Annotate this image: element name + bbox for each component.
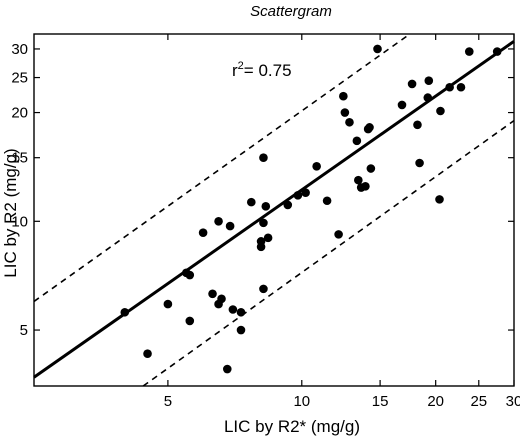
r-squared-annotation: r2= 0.75 [232,60,292,80]
y-axis-ticks: 5 10 15 20 25 30 [11,41,514,339]
y-tick-label: 15 [11,150,28,167]
x-tick-label: 25 [470,393,487,410]
data-point [198,228,208,237]
data-point [339,91,348,101]
data-point [345,117,354,127]
data-point [407,79,417,89]
data-point [435,195,444,204]
data-point [397,100,407,110]
data-point [464,47,474,56]
data-point [263,233,273,243]
data-point [361,181,370,191]
y-tick-label: 30 [11,41,28,58]
x-tick-label: 5 [164,393,172,410]
data-point [413,120,422,130]
data-point [436,106,445,116]
data-point [120,307,130,317]
data-point [259,218,268,228]
data-point [236,325,246,335]
data-point [236,307,246,317]
data-point [228,305,238,314]
data-point [185,316,195,326]
x-axis-label: LIC by R2* (mg/g) [224,417,360,436]
data-point [259,284,268,294]
data-point [217,294,226,304]
data-point [293,191,303,200]
data-point [424,76,434,86]
y-tick-label: 20 [11,105,28,122]
data-point [373,44,382,54]
r-squared-exponent: 2 [238,60,244,72]
data-point [301,188,310,198]
y-axis-label: LIC by R2 (mg/g) [1,148,20,277]
lower-confidence-line [142,119,515,387]
data-point [259,153,268,162]
plot-frame [33,33,515,387]
y-tick-label: 10 [11,213,28,230]
r-squared-symbol: r [232,61,238,80]
data-point [423,93,433,102]
data-point [163,299,173,309]
data-point [246,197,256,207]
data-point [222,364,232,374]
data-point [415,158,424,168]
data-point [340,108,350,117]
chart-title: Scattergram [250,3,332,20]
x-tick-label: 20 [427,393,444,410]
r-squared-value: = 0.75 [244,61,292,80]
data-point [143,349,152,359]
data-point [366,164,376,173]
data-point [334,230,343,239]
data-point [456,82,466,92]
x-tick-label: 10 [293,393,310,410]
data-point [492,47,502,56]
x-tick-label: 30 [506,393,520,410]
regression-line [33,40,515,379]
upper-confidence-line [33,33,411,303]
data-point [214,217,223,226]
y-tick-label: 5 [20,322,28,339]
data-point [208,289,217,299]
data-point [256,237,266,246]
data-point [283,200,293,210]
data-point [365,123,374,132]
data-point [352,136,362,146]
data-point [354,175,363,185]
data-point [185,270,195,280]
data-point [312,161,321,171]
data-points [120,44,502,374]
data-point [445,82,454,92]
data-point [225,221,235,231]
x-axis-ticks: 5 10 15 20 25 30 [164,34,520,410]
x-tick-label: 15 [372,393,389,410]
data-point [322,196,332,206]
y-tick-label: 25 [11,70,28,87]
data-point [261,202,271,211]
